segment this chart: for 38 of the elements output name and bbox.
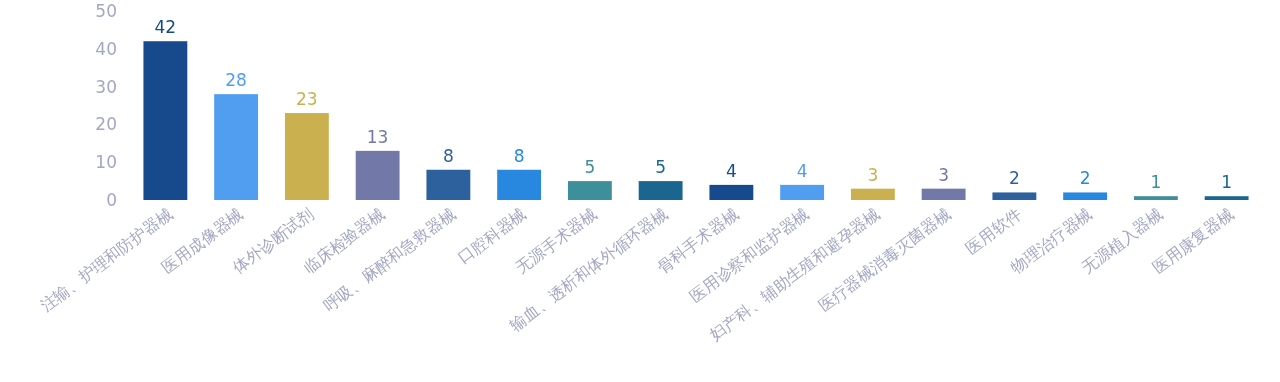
- bar: [1063, 192, 1108, 200]
- y-tick-label: 20: [95, 114, 117, 135]
- bar: [567, 181, 612, 200]
- y-tick-label: 10: [95, 152, 117, 173]
- bar: [143, 41, 188, 200]
- bar: [709, 184, 754, 200]
- bar: [780, 184, 825, 200]
- data-label: 4: [796, 160, 808, 181]
- y-tick-label: 0: [106, 190, 117, 210]
- y-tick-label: 50: [95, 1, 117, 21]
- bar: [1133, 196, 1178, 200]
- data-label: 28: [225, 70, 247, 91]
- data-label: 42: [154, 17, 177, 38]
- data-label: 1: [1150, 172, 1162, 193]
- bar: [850, 188, 895, 200]
- bar: [992, 192, 1037, 200]
- bar: [284, 113, 329, 200]
- bar: [214, 94, 259, 200]
- data-label: 5: [655, 157, 667, 178]
- bar: [921, 188, 966, 200]
- data-label: 8: [442, 145, 454, 166]
- bar: [355, 150, 400, 200]
- data-label: 8: [513, 145, 525, 166]
- bar: [638, 181, 683, 200]
- data-label: 1: [1221, 172, 1233, 193]
- data-label: 2: [1008, 168, 1020, 189]
- bar: [1204, 196, 1249, 200]
- data-label: 4: [725, 160, 737, 181]
- y-tick-label: 40: [95, 38, 117, 59]
- bar: [426, 169, 471, 200]
- data-label: 2: [1079, 168, 1091, 189]
- data-label: 3: [938, 164, 950, 185]
- y-tick-label: 30: [95, 76, 117, 97]
- data-label: 13: [366, 126, 389, 147]
- data-label: 5: [584, 157, 596, 178]
- data-label: 3: [867, 164, 879, 185]
- bar: [497, 169, 542, 200]
- data-label: 23: [296, 89, 318, 110]
